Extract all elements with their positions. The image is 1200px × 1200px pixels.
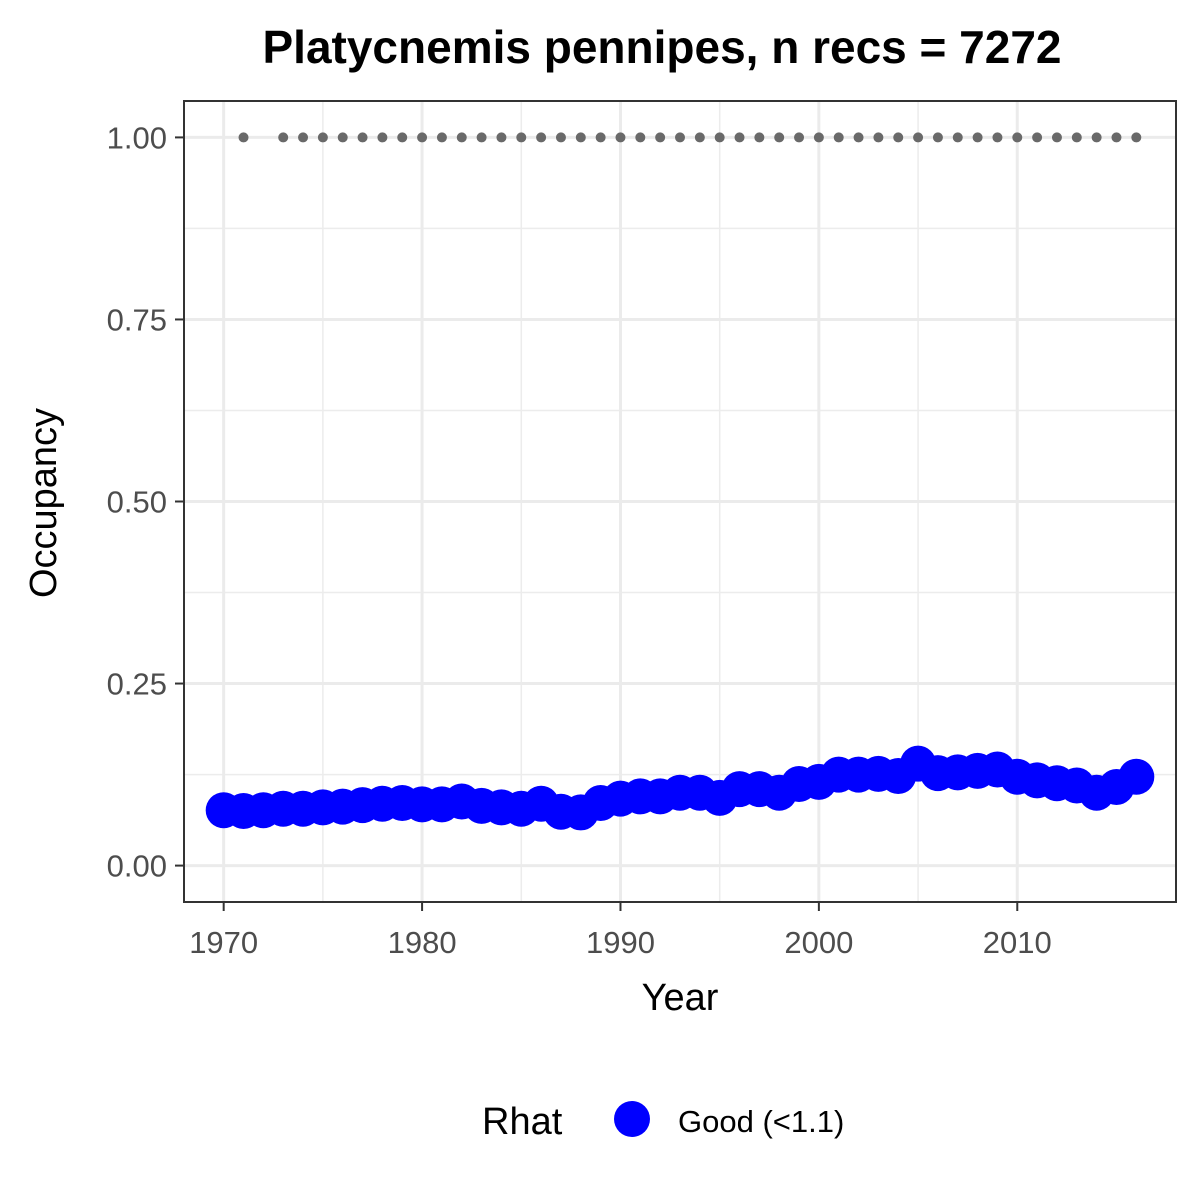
y-tick-label: 0.25: [107, 667, 167, 702]
legend-key-good: [614, 1101, 650, 1137]
upper-point: [555, 132, 566, 143]
upper-point: [675, 132, 685, 143]
upper-point: [694, 132, 705, 143]
legend-label-good: Good (<1.1): [678, 1104, 844, 1139]
upper-point: [278, 132, 289, 143]
upper-point: [1131, 132, 1142, 143]
y-axis-title: Occupancy: [23, 408, 65, 598]
upper-point: [397, 132, 408, 143]
upper-point: [913, 132, 924, 143]
upper-point: [595, 132, 606, 143]
upper-point: [774, 132, 785, 143]
upper-point: [377, 132, 388, 143]
upper-point: [1071, 132, 1082, 143]
upper-point: [436, 132, 447, 143]
upper-point: [536, 132, 547, 143]
x-tick-label: 1990: [586, 925, 655, 960]
upper-point: [575, 132, 586, 143]
upper-point: [1032, 132, 1043, 143]
y-tick-label: 0.75: [107, 302, 167, 337]
x-tick-label: 1970: [189, 925, 258, 960]
upper-point: [734, 132, 745, 143]
upper-point: [873, 132, 884, 143]
y-tick-label: 1.00: [107, 120, 167, 155]
upper-point: [357, 132, 368, 143]
upper-point: [298, 132, 309, 143]
upper-point: [496, 132, 507, 143]
upper-point: [615, 132, 626, 143]
y-tick-label: 0.00: [107, 849, 167, 884]
upper-point: [635, 132, 646, 143]
x-axis-title: Year: [642, 977, 719, 1019]
upper-point: [813, 132, 824, 143]
upper-point: [833, 132, 844, 143]
upper-point: [932, 132, 943, 143]
data-points: [205, 132, 1155, 831]
upper-point: [992, 132, 1003, 143]
upper-point: [1051, 132, 1062, 143]
upper-point: [754, 132, 765, 143]
legend: Rhat Good (<1.1): [482, 1101, 844, 1143]
upper-point: [714, 132, 725, 143]
upper-point: [317, 132, 328, 143]
upper-point: [655, 132, 666, 143]
upper-point: [476, 132, 487, 143]
upper-point: [456, 132, 467, 143]
upper-point: [1111, 132, 1122, 143]
upper-point: [853, 132, 864, 143]
upper-point: [1091, 132, 1102, 143]
legend-title: Rhat: [482, 1101, 563, 1143]
axes: 1970 1980 1990 2000 2010 0.00 0.25 0.50 0.75 1.00: [107, 120, 1052, 960]
x-tick-label: 1980: [388, 925, 457, 960]
chart-title: Platycnemis pennipes, n recs = 7272: [262, 21, 1061, 73]
x-tick-label: 2000: [784, 925, 853, 960]
upper-point: [893, 132, 904, 143]
upper-point: [238, 132, 249, 143]
occupancy-point: [1118, 758, 1155, 795]
upper-point: [417, 132, 428, 143]
upper-point: [972, 132, 983, 143]
upper-point: [516, 132, 527, 143]
upper-point: [952, 132, 963, 143]
upper-point: [337, 132, 348, 143]
x-tick-label: 2010: [983, 925, 1052, 960]
upper-point: [1012, 132, 1023, 143]
upper-point: [794, 132, 805, 143]
y-tick-label: 0.50: [107, 485, 167, 520]
